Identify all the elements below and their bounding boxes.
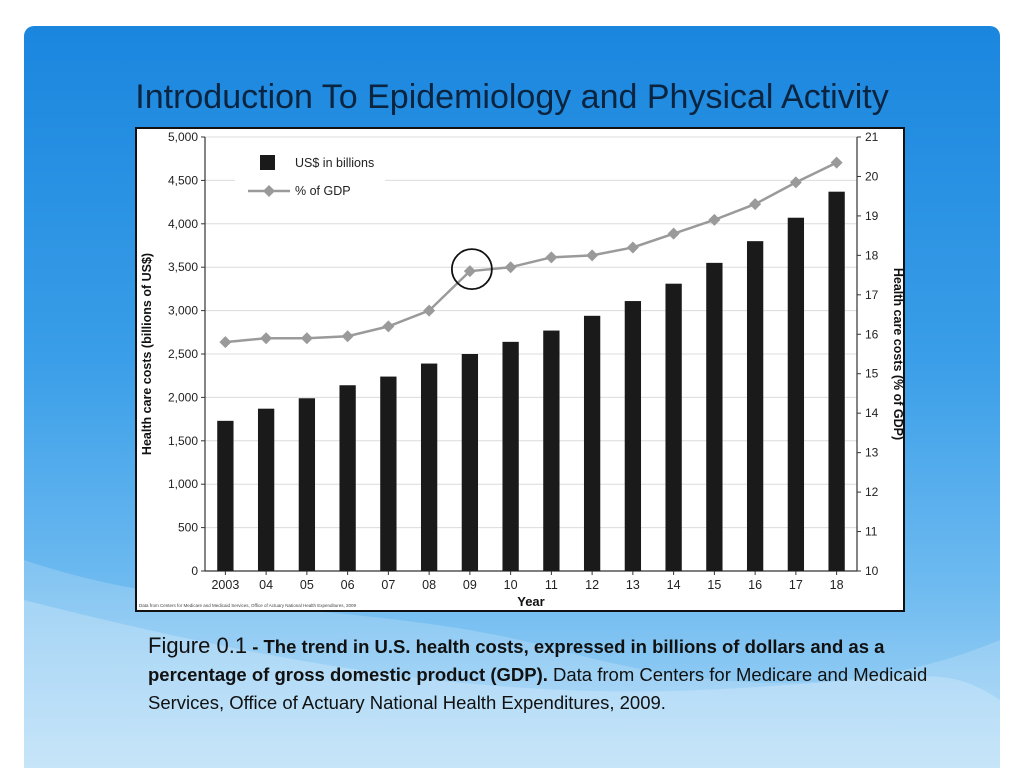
bar bbox=[665, 283, 682, 571]
bar bbox=[543, 330, 560, 571]
y-tick-label: 3,000 bbox=[168, 304, 198, 318]
gdp-point bbox=[545, 251, 558, 264]
bar bbox=[502, 341, 519, 571]
bar bbox=[624, 301, 642, 571]
y-tick-label: 1,000 bbox=[168, 477, 198, 491]
y-tick-label: 4,500 bbox=[168, 173, 198, 187]
x-tick-label: 15 bbox=[707, 578, 721, 592]
gdp-point bbox=[341, 330, 354, 343]
x-tick-label: 14 bbox=[667, 578, 681, 592]
gdp-point bbox=[463, 265, 476, 278]
y2-tick-label: 20 bbox=[865, 169, 879, 183]
x-tick-label: 06 bbox=[341, 578, 355, 592]
y2-tick-label: 10 bbox=[865, 564, 879, 578]
y-axis-title: Health care costs (billions of US$) bbox=[140, 253, 154, 455]
gdp-point bbox=[504, 261, 517, 274]
x-tick-label: 2003 bbox=[211, 578, 239, 592]
bar bbox=[461, 354, 479, 571]
y2-tick-label: 18 bbox=[865, 248, 879, 262]
gdp-point bbox=[830, 156, 843, 169]
figure-label: Figure 0.1 bbox=[148, 633, 248, 658]
x-tick-label: 09 bbox=[463, 578, 477, 592]
y2-tick-label: 15 bbox=[865, 367, 879, 381]
y2-tick-label: 17 bbox=[865, 288, 879, 302]
bar bbox=[787, 217, 805, 571]
gdp-line bbox=[225, 161, 838, 344]
gdp-point bbox=[667, 227, 680, 240]
annotation-circle bbox=[450, 248, 493, 291]
y2-tick-label: 21 bbox=[865, 130, 879, 144]
x-tick-label: 18 bbox=[830, 578, 844, 592]
gdp-point bbox=[586, 249, 599, 262]
bar bbox=[380, 376, 397, 571]
bar bbox=[420, 363, 438, 571]
caption-source-text: Data from Centers for Medicare and Medic… bbox=[148, 664, 928, 713]
x-tick-label: 05 bbox=[300, 578, 314, 592]
health-costs-chart: 0 500 1,000 1,500 2,000 2,500 3,000 3,500 4,000 4… bbox=[139, 130, 905, 609]
gdp-point bbox=[219, 336, 232, 349]
gdp-point bbox=[626, 241, 639, 254]
x-tick-label: 10 bbox=[504, 578, 518, 592]
y2-axis-title: Health care costs (% of GDP) bbox=[891, 268, 903, 440]
y-tick-label: 500 bbox=[178, 521, 198, 535]
caption-bold-text: - The trend in U.S. health costs, expres… bbox=[148, 636, 885, 685]
x-tick-label: 17 bbox=[789, 578, 803, 592]
y2-tick-label: 12 bbox=[865, 485, 879, 499]
x-tick-label: 07 bbox=[381, 578, 395, 592]
y-tick-label: 2,500 bbox=[168, 347, 198, 361]
x-tick-label: 11 bbox=[545, 578, 558, 592]
gdp-point bbox=[789, 176, 802, 189]
chart-source-note: Data from Centers for Medicare and Medic… bbox=[139, 603, 357, 608]
y-tick-label: 4,000 bbox=[168, 217, 198, 231]
chart-frame: 0 500 1,000 1,500 2,000 2,500 3,000 3,500 4,000 4… bbox=[135, 127, 905, 612]
legend-line-marker bbox=[263, 185, 275, 197]
x-tick-label: 08 bbox=[422, 578, 436, 592]
bar bbox=[583, 315, 601, 571]
x-axis-title: Year bbox=[517, 594, 544, 609]
legend-bar-swatch bbox=[260, 155, 275, 170]
gdp-point bbox=[749, 198, 762, 211]
gdp-point bbox=[300, 332, 313, 345]
y2-tick-label: 19 bbox=[865, 209, 879, 223]
x-tick-label: 12 bbox=[585, 578, 599, 592]
y2-tick-label: 11 bbox=[865, 525, 878, 539]
gdp-point bbox=[260, 332, 273, 345]
y-tick-label: 5,000 bbox=[168, 130, 198, 144]
bar bbox=[257, 408, 275, 571]
bar bbox=[706, 262, 723, 571]
y-tick-label: 2,000 bbox=[168, 390, 198, 404]
gdp-point bbox=[708, 213, 721, 226]
legend-bar-label: US$ in billions bbox=[295, 156, 374, 170]
bar bbox=[746, 241, 764, 571]
bar bbox=[298, 398, 316, 571]
y2-tick-label: 14 bbox=[865, 406, 879, 420]
figure-caption: Figure 0.1 - The trend in U.S. health co… bbox=[148, 632, 938, 717]
x-tick-label: 04 bbox=[259, 578, 273, 592]
legend-line-label: % of GDP bbox=[295, 184, 351, 198]
slide-title: Introduction To Epidemiology and Physica… bbox=[135, 78, 889, 116]
bar bbox=[339, 385, 356, 571]
y-tick-label: 0 bbox=[191, 564, 198, 578]
gdp-point bbox=[382, 320, 395, 333]
y2-tick-label: 16 bbox=[865, 327, 879, 341]
x-tick-label: 16 bbox=[748, 578, 762, 592]
bar bbox=[217, 420, 234, 571]
bar bbox=[828, 191, 845, 571]
gdp-point bbox=[423, 304, 436, 317]
y-tick-label: 1,500 bbox=[168, 434, 198, 448]
y-tick-label: 3,500 bbox=[168, 260, 198, 274]
x-tick-label: 13 bbox=[626, 578, 640, 592]
y2-tick-label: 13 bbox=[865, 446, 879, 460]
